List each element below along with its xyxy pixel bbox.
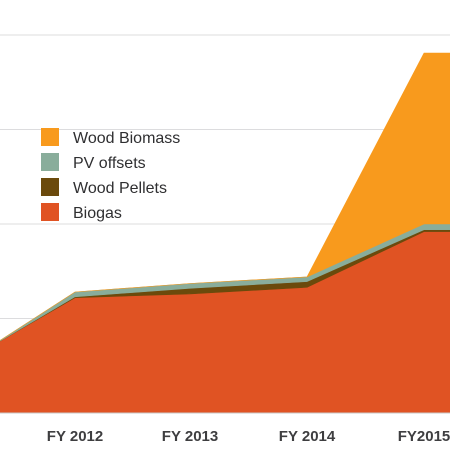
- plot-area: [0, 52, 450, 414]
- area-series-biogas: [0, 231, 450, 414]
- legend-swatch: [41, 203, 59, 221]
- legend-swatch: [41, 178, 59, 196]
- legend-label: Biogas: [73, 205, 122, 222]
- legend-swatch: [41, 153, 59, 171]
- legend-swatch: [41, 128, 59, 146]
- legend-label: Wood Biomass: [73, 130, 180, 147]
- x-tick-label: FY2015: [398, 428, 450, 445]
- legend-label: PV offsets: [73, 155, 146, 172]
- area-series-wood-biomass: [0, 52, 450, 341]
- legend-item-pv-offsets: PV offsets: [41, 153, 146, 172]
- legend-item-wood-biomass: Wood Biomass: [41, 128, 180, 147]
- x-tick-label: FY 2014: [279, 428, 336, 445]
- legend: Wood Biomass PV offsets Wood Pellets Biogas: [41, 128, 180, 222]
- legend-item-biogas: Biogas: [41, 203, 122, 222]
- x-tick-label: FY 2012: [47, 428, 103, 445]
- legend-item-wood-pellets: Wood Pellets: [41, 178, 167, 197]
- legend-label: Wood Pellets: [73, 180, 167, 197]
- x-axis: FY 2012 FY 2013 FY 2014 FY2015: [0, 412, 450, 445]
- x-tick-label: FY 2013: [162, 428, 218, 445]
